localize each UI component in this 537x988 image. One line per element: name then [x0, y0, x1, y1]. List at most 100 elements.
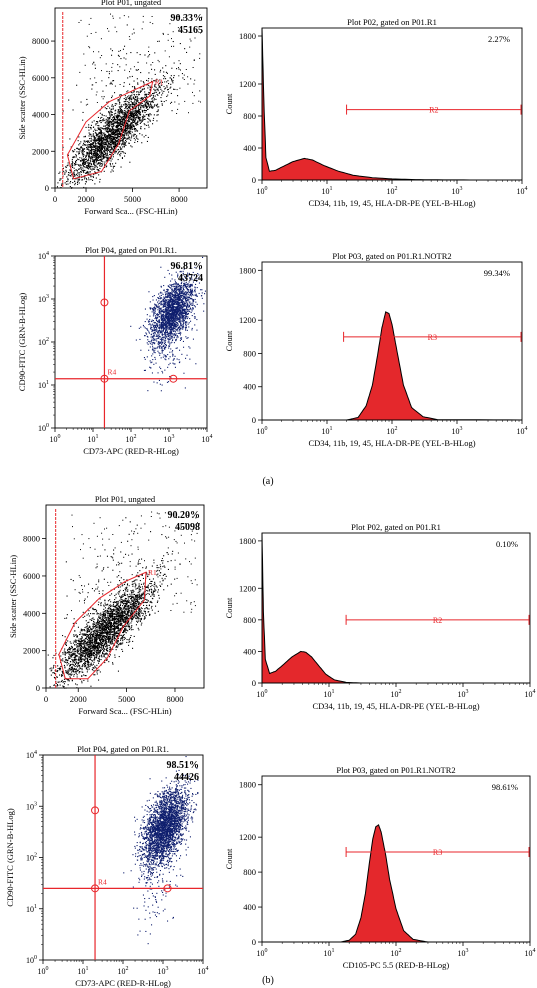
- data-point: [108, 120, 110, 122]
- data-point: [92, 134, 94, 136]
- data-point: [120, 128, 122, 130]
- data-point: [101, 96, 103, 98]
- data-point: [107, 158, 109, 160]
- data-point: [137, 99, 139, 101]
- data-point: [181, 302, 183, 304]
- data-point: [95, 159, 97, 161]
- data-point: [163, 311, 165, 313]
- data-point: [146, 333, 148, 335]
- data-point: [148, 113, 150, 115]
- data-point: [80, 165, 82, 167]
- data-point: [149, 346, 151, 348]
- data-point: [165, 345, 167, 347]
- data-point: [140, 121, 142, 123]
- data-point: [116, 136, 118, 138]
- data-point: [131, 126, 133, 128]
- data-point: [87, 163, 89, 165]
- data-point: [114, 136, 116, 138]
- data-point: [140, 114, 142, 116]
- data-point: [125, 114, 127, 116]
- data-point: [173, 318, 175, 320]
- data-point: [185, 325, 187, 327]
- data-point: [176, 309, 178, 311]
- data-point: [192, 294, 194, 296]
- data-point: [118, 119, 120, 121]
- data-point: [181, 313, 183, 315]
- data-point: [198, 292, 200, 294]
- data-point: [123, 119, 125, 121]
- data-point: [144, 335, 146, 337]
- data-point: [180, 338, 182, 340]
- data-point: [123, 82, 125, 84]
- data-point: [192, 271, 194, 273]
- data-point: [174, 324, 176, 326]
- data-point: [88, 156, 90, 158]
- data-point: [96, 140, 98, 142]
- data-point: [115, 145, 117, 147]
- data-point: [179, 349, 181, 351]
- data-point: [173, 326, 175, 328]
- data-point: [167, 326, 169, 328]
- data-point: [131, 136, 133, 138]
- data-point: [100, 132, 102, 134]
- data-point: [173, 295, 175, 297]
- data-point: [162, 321, 164, 323]
- data-point: [94, 67, 96, 69]
- data-point: [164, 328, 166, 330]
- data-point: [133, 121, 135, 123]
- data-point: [132, 97, 134, 99]
- data-point: [159, 325, 161, 327]
- data-point: [152, 320, 154, 322]
- data-point: [112, 63, 114, 65]
- data-point: [99, 129, 101, 131]
- data-point: [167, 290, 169, 292]
- data-point: [103, 96, 105, 98]
- data-point: [185, 293, 187, 295]
- data-point: [145, 102, 147, 104]
- data-point: [161, 297, 163, 299]
- data-point: [122, 141, 124, 143]
- data-point: [130, 97, 132, 99]
- data-point: [190, 293, 192, 295]
- data-point: [135, 101, 137, 103]
- data-point: [164, 315, 166, 317]
- data-point: [185, 277, 187, 279]
- data-point: [168, 319, 170, 321]
- data-point: [192, 91, 193, 93]
- data-point: [69, 186, 71, 188]
- data-point: [157, 103, 159, 105]
- data-point: [122, 119, 124, 121]
- data-point: [87, 152, 89, 154]
- data-point: [191, 310, 193, 312]
- data-point: [153, 347, 155, 349]
- data-point: [84, 140, 86, 142]
- data-point: [112, 136, 114, 138]
- data-point: [165, 304, 167, 306]
- data-point: [124, 113, 126, 115]
- data-point: [195, 293, 197, 295]
- data-point: [153, 117, 155, 119]
- data-point: [107, 126, 109, 128]
- data-point: [121, 148, 123, 150]
- data-point: [177, 308, 179, 310]
- data-point: [167, 312, 169, 314]
- data-point: [119, 128, 121, 130]
- data-point: [181, 315, 183, 317]
- data-point: [185, 321, 187, 323]
- data-point: [81, 176, 83, 178]
- data-point: [147, 124, 149, 126]
- data-point: [189, 318, 191, 320]
- data-point: [129, 38, 131, 40]
- data-point: [195, 295, 197, 297]
- data-point: [130, 113, 132, 115]
- data-point: [190, 292, 192, 294]
- data-point: [111, 114, 113, 116]
- data-point: [175, 313, 177, 315]
- data-point: [111, 104, 113, 106]
- data-point: [122, 120, 124, 122]
- data-point: [185, 287, 187, 289]
- data-point: [129, 161, 131, 163]
- data-point: [180, 299, 182, 301]
- data-point: [187, 284, 189, 286]
- data-point: [181, 301, 183, 303]
